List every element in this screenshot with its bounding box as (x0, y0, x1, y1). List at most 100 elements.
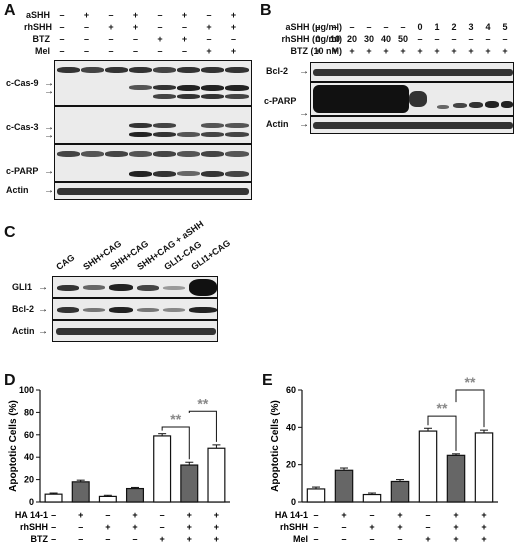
D-treat-sign-2-0: – (51, 534, 56, 544)
E-treat-2: Mel (293, 534, 308, 544)
sign-a-0-1: + (83, 10, 90, 20)
D-treat-sign-0-5: + (187, 510, 192, 520)
D-ytick-label-0: 0 (29, 497, 34, 507)
treat-a-0: aSHH (25, 10, 50, 20)
D-treat-sign-1-6: + (214, 522, 219, 532)
sign-b-2-7: + (434, 46, 440, 56)
D-treat-sign-0-1: + (78, 510, 83, 520)
blot-b-actin (310, 116, 514, 134)
arrow-c-actin: → (38, 326, 48, 337)
sign-a-2-2: – (108, 34, 114, 44)
E-treat-sign-0-5: + (453, 510, 458, 520)
E-sig-bracket-1 (455, 389, 485, 428)
sign-b-2-11: + (502, 46, 508, 56)
E-treat-sign-2-1: – (341, 534, 346, 544)
E-treat-sign-2-4: + (425, 534, 430, 544)
sign-b-0-1: – (332, 22, 338, 32)
D-treat-sign-1-4: – (160, 522, 165, 532)
sign-b-1-2: 20 (346, 34, 357, 44)
D-treat-sign-1-5: + (187, 522, 192, 532)
treat-b-1: rhSHH (ng/ml) (281, 34, 343, 44)
sign-b-1-3: 30 (363, 34, 374, 44)
sign-a-3-5: – (181, 46, 187, 56)
D-treat-sign-2-1: – (78, 534, 83, 544)
D-treat-sign-2-6: + (214, 534, 219, 544)
sign-b-2-6: + (417, 46, 423, 56)
E-treat-sign-1-0: – (313, 522, 318, 532)
sign-b-2-4: + (383, 46, 389, 56)
E-treat-sign-0-6: + (481, 510, 486, 520)
D-treat-sign-0-4: – (160, 510, 165, 520)
sign-b-2-1: + (332, 46, 338, 56)
sign-b-0-8: 2 (451, 22, 457, 32)
D-bar-3 (125, 487, 145, 503)
E-treat-sign-0-3: + (397, 510, 402, 520)
E-bar-4 (418, 430, 438, 503)
arrow-c-bcl2: → (38, 304, 48, 315)
D-treat-sign-2-4: + (160, 534, 165, 544)
sign-b-2-5: + (400, 46, 406, 56)
blot-c-bcl2 (52, 298, 218, 320)
E-ytick-label-2: 40 (286, 422, 296, 432)
E-ytick-label-0: 0 (291, 497, 296, 507)
row-a-actin: Actin (6, 185, 29, 195)
sign-a-1-5: – (181, 22, 187, 32)
sign-b-0-7: 1 (434, 22, 440, 32)
sign-a-3-3: – (132, 46, 138, 56)
D-bar-6 (207, 447, 226, 503)
E-treat-sign-0-4: – (425, 510, 430, 520)
row-a-parp: c-PARP (6, 166, 39, 176)
D-treat-sign-0-6: + (214, 510, 219, 520)
arrow-a-parp: → (44, 166, 54, 177)
arrow-b-bcl2: → (299, 66, 309, 77)
E-bar-1 (334, 469, 354, 503)
sign-a-2-0: – (59, 34, 65, 44)
blot-c-gli1 (52, 276, 218, 298)
blot-b-bcl2 (310, 62, 514, 82)
sign-b-0-10: 4 (485, 22, 491, 32)
E-ytick-label-1: 20 (286, 460, 296, 470)
sign-a-0-4: – (157, 10, 163, 20)
E-sig-0: ** (437, 400, 448, 416)
sign-b-2-8: + (451, 46, 457, 56)
sign-a-1-6: + (206, 22, 212, 32)
row-b-parp: c-PARP (264, 96, 297, 106)
sign-a-3-2: – (108, 46, 114, 56)
E-treat-sign-2-5: + (453, 534, 458, 544)
sign-b-1-9: – (468, 34, 474, 44)
sign-b-2-2: + (349, 46, 355, 56)
blot-a-parp (54, 144, 252, 182)
D-ylabel: Apoptotic Cells (%) (8, 400, 19, 492)
sign-b-0-9: 3 (468, 22, 474, 32)
sign-a-3-0: – (59, 46, 65, 56)
D-bar-4 (153, 435, 172, 503)
D-bar-2 (98, 495, 117, 503)
sign-b-0-3: – (366, 22, 372, 32)
sign-a-1-0: – (59, 22, 65, 32)
D-bar-1 (71, 481, 90, 503)
blot-a-actin (54, 182, 252, 200)
sign-b-2-3: + (366, 46, 372, 56)
sign-b-1-1: 10 (329, 34, 340, 44)
E-ylabel: Apoptotic Cells (%) (270, 400, 281, 492)
D-sig-1: ** (197, 395, 208, 411)
treat-a-1: rhSHH (24, 22, 53, 32)
D-treat-sign-2-2: – (105, 534, 110, 544)
sign-b-1-11: – (502, 34, 508, 44)
sign-a-0-2: – (108, 10, 114, 20)
sign-a-1-1: – (83, 22, 89, 32)
E-treat-sign-2-6: + (481, 534, 486, 544)
E-treat-sign-1-6: + (481, 522, 486, 532)
E-treat-1: rhSHH (280, 522, 308, 532)
arrow-c-gli1: → (38, 282, 48, 293)
arrow-a-cas9: → → (44, 78, 54, 97)
D-treat-sign-0-2: – (105, 510, 110, 520)
E-bar-6 (474, 432, 494, 503)
D-treat-0: HA 14-1 (15, 510, 48, 520)
sign-a-3-1: – (83, 46, 89, 56)
E-treat-sign-2-2: – (369, 534, 374, 544)
sign-a-3-4: – (157, 46, 163, 56)
sign-a-0-6: – (206, 10, 212, 20)
sign-b-0-11: 5 (502, 22, 508, 32)
